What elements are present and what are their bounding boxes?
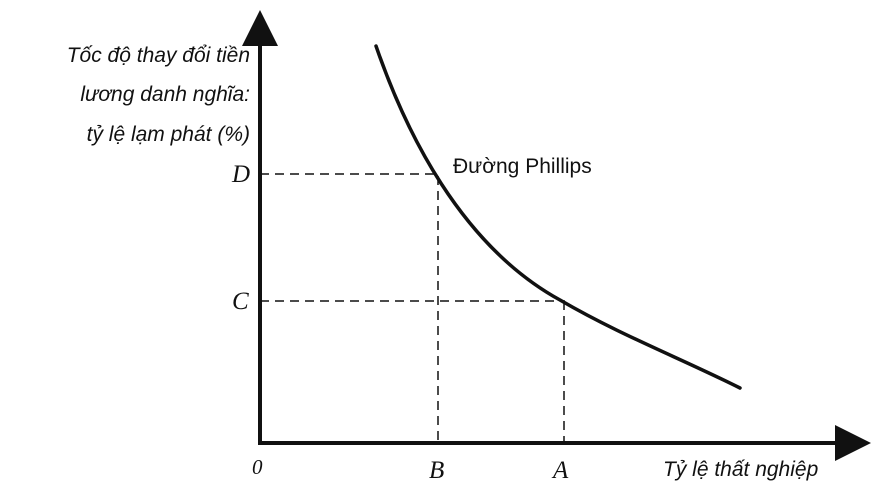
y-axis-label-line-3: tỷ lệ lạm phát (%) (87, 123, 250, 146)
x-mark-b: B (429, 457, 444, 484)
x-mark-a: A (551, 457, 569, 484)
y-mark-c: C (232, 288, 249, 315)
origin-label: 0 (252, 455, 263, 479)
y-axis-label-line-2: lương danh nghĩa: (80, 83, 250, 106)
y-mark-d: D (231, 161, 250, 188)
y-axis-label-line-1: Tốc độ thay đổi tiền (67, 44, 250, 67)
curve-label: Đường Phillips (453, 155, 592, 178)
phillips-curve (374, 44, 742, 390)
x-axis-label: Tỷ lệ thất nghiệp (663, 458, 818, 481)
